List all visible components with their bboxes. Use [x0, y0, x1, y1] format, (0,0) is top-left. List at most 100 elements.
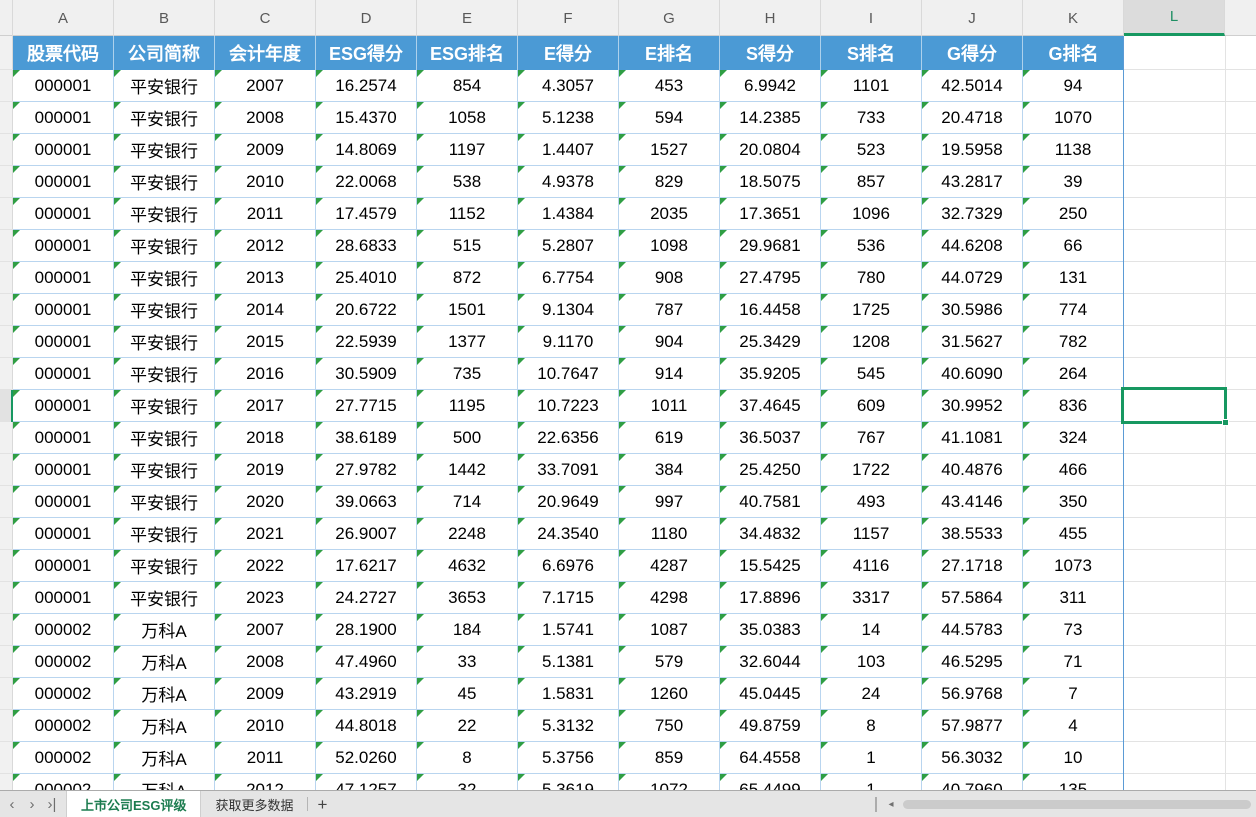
cell[interactable]: 000001 — [13, 326, 114, 358]
cell[interactable]: 000001 — [13, 70, 114, 102]
column-header[interactable]: 会计年度 — [215, 36, 316, 70]
cell[interactable]: 36.5037 — [720, 422, 821, 454]
column-letter-H[interactable]: H — [720, 0, 821, 36]
cell[interactable]: 000002 — [13, 614, 114, 646]
cell[interactable]: 平安银行 — [114, 422, 215, 454]
cell[interactable]: 264 — [1023, 358, 1124, 390]
cell[interactable]: 4287 — [619, 550, 720, 582]
cell[interactable]: 5.3756 — [518, 742, 619, 774]
cell[interactable]: 47.4960 — [316, 646, 417, 678]
cell[interactable]: 3653 — [417, 582, 518, 614]
cell[interactable]: 66 — [1023, 230, 1124, 262]
cell[interactable]: 15.5425 — [720, 550, 821, 582]
cell[interactable]: 2018 — [215, 422, 316, 454]
cell[interactable]: 71 — [1023, 646, 1124, 678]
cell[interactable]: 17.3651 — [720, 198, 821, 230]
sheet-tab-esg-rating[interactable]: 上市公司ESG评级 — [66, 791, 202, 817]
cell[interactable]: 000001 — [13, 422, 114, 454]
cell[interactable]: 2010 — [215, 710, 316, 742]
cell[interactable]: 579 — [619, 646, 720, 678]
cell[interactable]: 493 — [821, 486, 922, 518]
cell[interactable]: 16.4458 — [720, 294, 821, 326]
cell[interactable]: 28.1900 — [316, 614, 417, 646]
cell[interactable]: 8 — [417, 742, 518, 774]
cell[interactable]: 735 — [417, 358, 518, 390]
cell[interactable]: 453 — [619, 70, 720, 102]
cell[interactable]: 2023 — [215, 582, 316, 614]
previous-sheet-icon[interactable]: ‹ — [9, 795, 15, 813]
cell[interactable]: 33.7091 — [518, 454, 619, 486]
cell[interactable]: 4632 — [417, 550, 518, 582]
cell[interactable]: 32.7329 — [922, 198, 1023, 230]
cell[interactable]: 43.2817 — [922, 166, 1023, 198]
cell[interactable]: 1087 — [619, 614, 720, 646]
cell[interactable]: 774 — [1023, 294, 1124, 326]
cell[interactable]: 1073 — [1023, 550, 1124, 582]
cell[interactable]: 5.2807 — [518, 230, 619, 262]
cell[interactable]: 1725 — [821, 294, 922, 326]
cell[interactable]: 32.6044 — [720, 646, 821, 678]
column-letter-K[interactable]: K — [1023, 0, 1124, 36]
cell[interactable]: 平安银行 — [114, 134, 215, 166]
cell[interactable]: 857 — [821, 166, 922, 198]
cell[interactable]: 3317 — [821, 582, 922, 614]
column-letter-E[interactable]: E — [417, 0, 518, 36]
cell[interactable]: 37.4645 — [720, 390, 821, 422]
cell[interactable]: 2011 — [215, 198, 316, 230]
cell[interactable]: 14.8069 — [316, 134, 417, 166]
cell[interactable]: 2019 — [215, 454, 316, 486]
cell[interactable]: 平安银行 — [114, 390, 215, 422]
cell[interactable]: 2020 — [215, 486, 316, 518]
column-header[interactable]: G排名 — [1023, 36, 1124, 70]
cell[interactable]: 1098 — [619, 230, 720, 262]
cell[interactable]: 平安银行 — [114, 582, 215, 614]
cell[interactable]: 787 — [619, 294, 720, 326]
cell[interactable]: 2012 — [215, 230, 316, 262]
cell[interactable]: 2016 — [215, 358, 316, 390]
cell[interactable]: 2022 — [215, 550, 316, 582]
cell[interactable]: 22.6356 — [518, 422, 619, 454]
select-all-corner[interactable] — [0, 0, 13, 36]
cell[interactable]: 平安银行 — [114, 454, 215, 486]
column-header[interactable]: 公司简称 — [114, 36, 215, 70]
cell[interactable]: 1058 — [417, 102, 518, 134]
cell[interactable]: 18.5075 — [720, 166, 821, 198]
cell[interactable]: 25.4250 — [720, 454, 821, 486]
cell[interactable]: 22.5939 — [316, 326, 417, 358]
cell[interactable]: 515 — [417, 230, 518, 262]
cell[interactable]: 2021 — [215, 518, 316, 550]
cell[interactable]: 万科A — [114, 646, 215, 678]
cell[interactable]: 103 — [821, 646, 922, 678]
cell[interactable]: 56.9768 — [922, 678, 1023, 710]
cell[interactable]: 万科A — [114, 678, 215, 710]
cell[interactable]: 1442 — [417, 454, 518, 486]
cell[interactable]: 000001 — [13, 390, 114, 422]
cell[interactable]: 44.6208 — [922, 230, 1023, 262]
cell[interactable]: 22 — [417, 710, 518, 742]
cell[interactable]: 38.5533 — [922, 518, 1023, 550]
cell[interactable]: 2017 — [215, 390, 316, 422]
column-letter-L[interactable]: L — [1124, 0, 1225, 36]
cell[interactable]: 27.9782 — [316, 454, 417, 486]
cell[interactable]: 39 — [1023, 166, 1124, 198]
cell[interactable]: 41.1081 — [922, 422, 1023, 454]
cell[interactable]: 24 — [821, 678, 922, 710]
cell[interactable]: 27.4795 — [720, 262, 821, 294]
horizontal-scrollbar-thumb[interactable] — [903, 800, 1251, 809]
cell[interactable]: 17.6217 — [316, 550, 417, 582]
cell[interactable]: 1208 — [821, 326, 922, 358]
cell[interactable]: 2008 — [215, 646, 316, 678]
cell[interactable]: 42.5014 — [922, 70, 1023, 102]
cell[interactable]: 49.8759 — [720, 710, 821, 742]
cell[interactable]: 17.8896 — [720, 582, 821, 614]
cell[interactable]: 6.9942 — [720, 70, 821, 102]
cell[interactable]: 324 — [1023, 422, 1124, 454]
column-letter-D[interactable]: D — [316, 0, 417, 36]
cell[interactable]: 27.1718 — [922, 550, 1023, 582]
cell[interactable]: 64.4558 — [720, 742, 821, 774]
cell[interactable]: 44.5783 — [922, 614, 1023, 646]
column-header[interactable]: ESG得分 — [316, 36, 417, 70]
cell[interactable]: 000001 — [13, 294, 114, 326]
cell[interactable]: 859 — [619, 742, 720, 774]
cell[interactable]: 780 — [821, 262, 922, 294]
